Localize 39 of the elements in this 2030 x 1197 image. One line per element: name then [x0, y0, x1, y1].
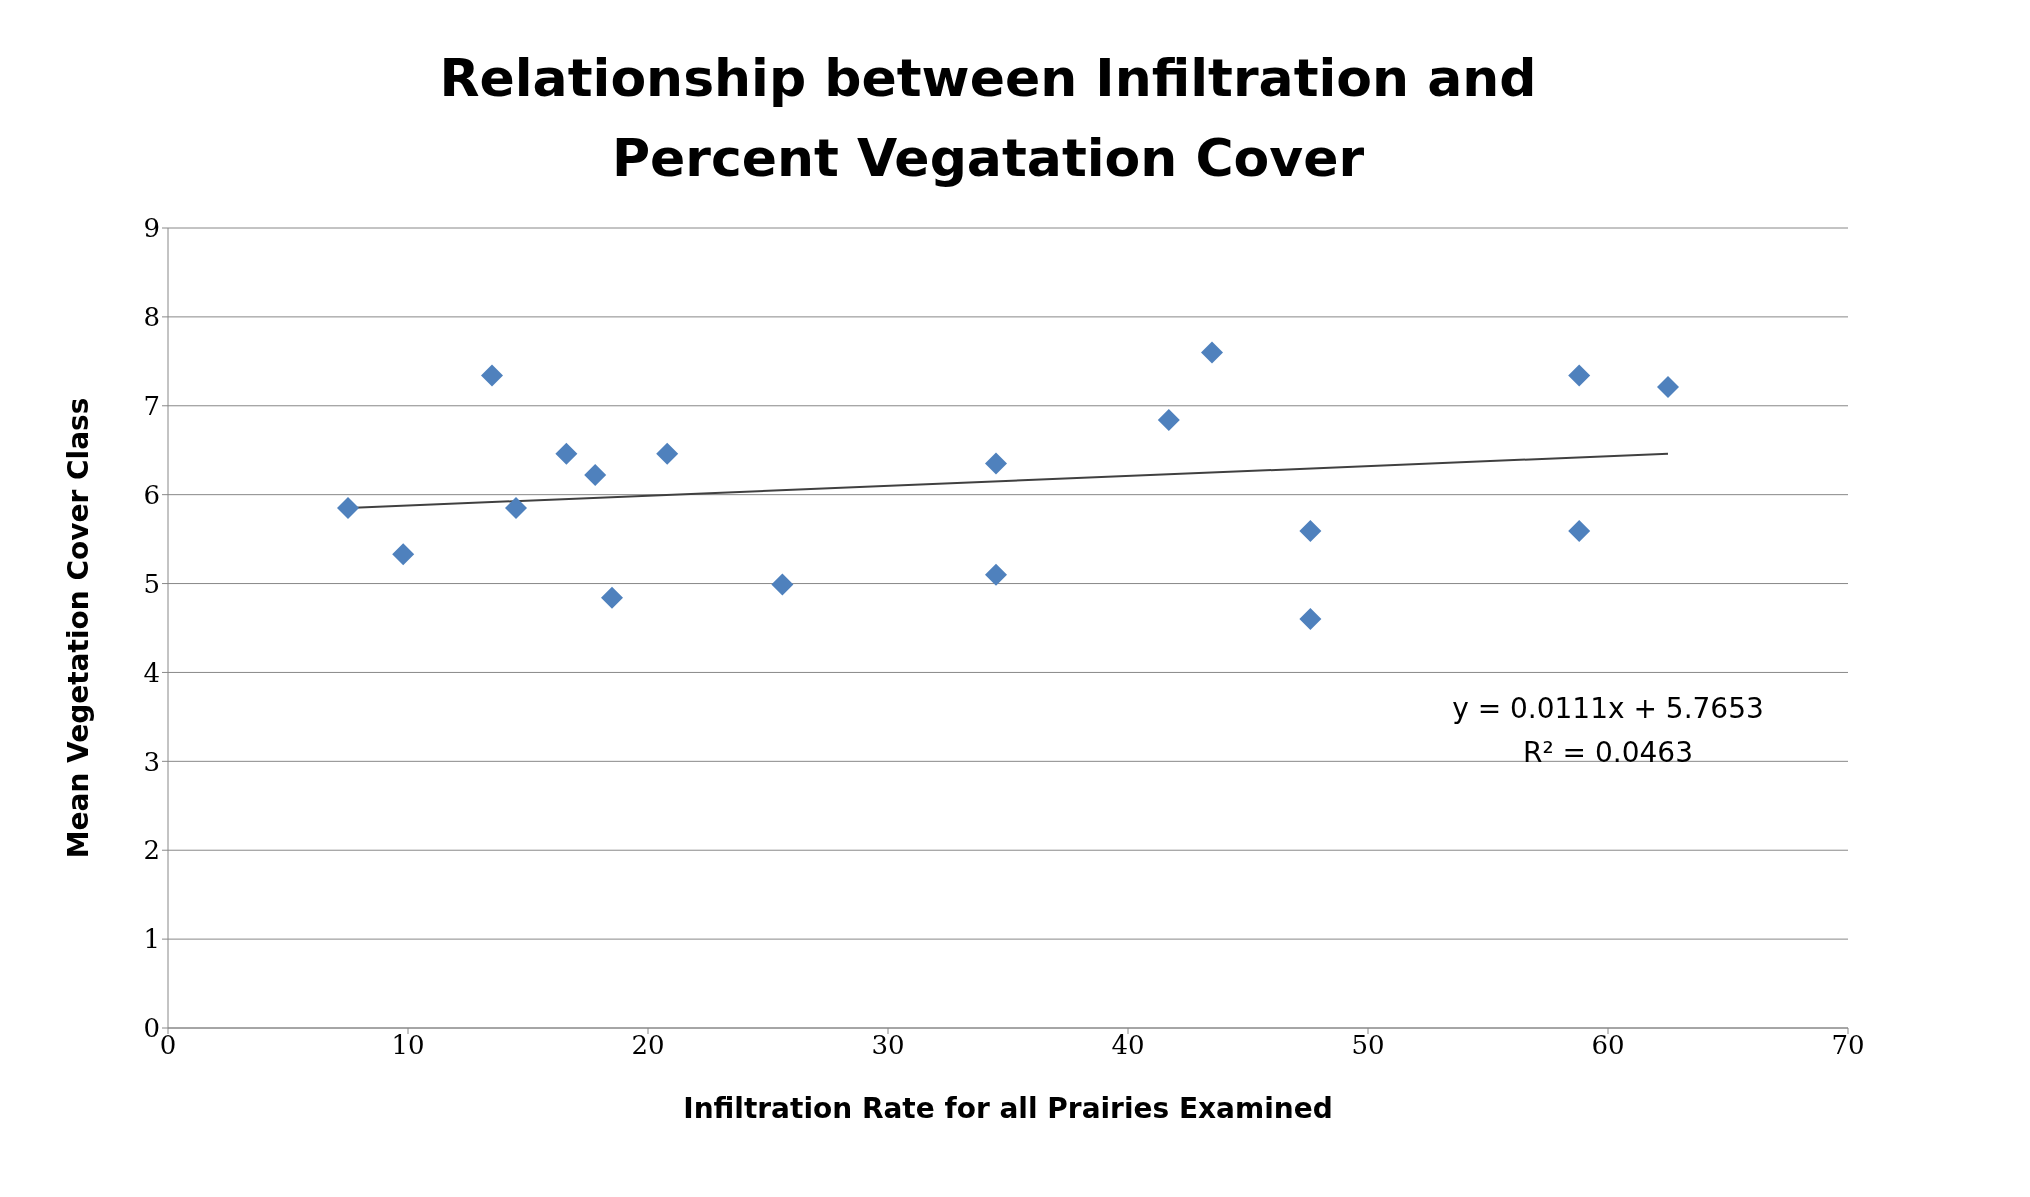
annotation: y = 0.0111x + 5.7653	[1452, 692, 1764, 725]
y-axis-title: Mean Vegetation Cover Class	[61, 397, 95, 859]
annotation: R² = 0.0463	[1523, 736, 1693, 769]
point	[481, 364, 503, 387]
x-tick-label: 20	[631, 1030, 665, 1061]
point	[392, 543, 415, 566]
x-tick-label: 60	[1591, 1030, 1625, 1061]
point	[1201, 341, 1223, 364]
x-axis-title: Infiltration Rate for all Prairies Examined	[683, 1092, 1333, 1125]
y-tick-label: 4	[143, 657, 160, 688]
y-tick-label: 5	[143, 568, 160, 599]
point	[1299, 608, 1322, 631]
chart-title: Relationship between Infiltration and Percent Vegatation Cover	[439, 48, 1537, 188]
x-tick-label: 10	[391, 1030, 425, 1061]
x-tick-label: 50	[1351, 1030, 1385, 1061]
point	[771, 573, 794, 596]
y-tick-label: 6	[143, 479, 160, 510]
x-tick-label: 70	[1831, 1030, 1865, 1061]
point	[1657, 376, 1679, 399]
point	[601, 586, 623, 609]
point	[656, 442, 679, 465]
point	[1299, 520, 1322, 543]
y-tick-label: 2	[143, 835, 160, 866]
y-tick-label: 8	[143, 302, 160, 333]
point	[505, 497, 527, 519]
point	[1568, 364, 1591, 387]
point	[1568, 520, 1591, 543]
point	[584, 464, 607, 487]
y-tick-label: 3	[143, 746, 160, 777]
point	[985, 563, 1007, 586]
point	[985, 452, 1007, 475]
x-tick-label: 40	[1111, 1030, 1145, 1061]
y-tick-label: 9	[143, 213, 160, 244]
point	[555, 442, 578, 465]
x-tick-label: 30	[871, 1030, 905, 1061]
point	[1157, 409, 1180, 431]
y-tick-label: 7	[143, 391, 160, 422]
point	[337, 497, 359, 519]
y-tick-label: 1	[143, 924, 160, 955]
